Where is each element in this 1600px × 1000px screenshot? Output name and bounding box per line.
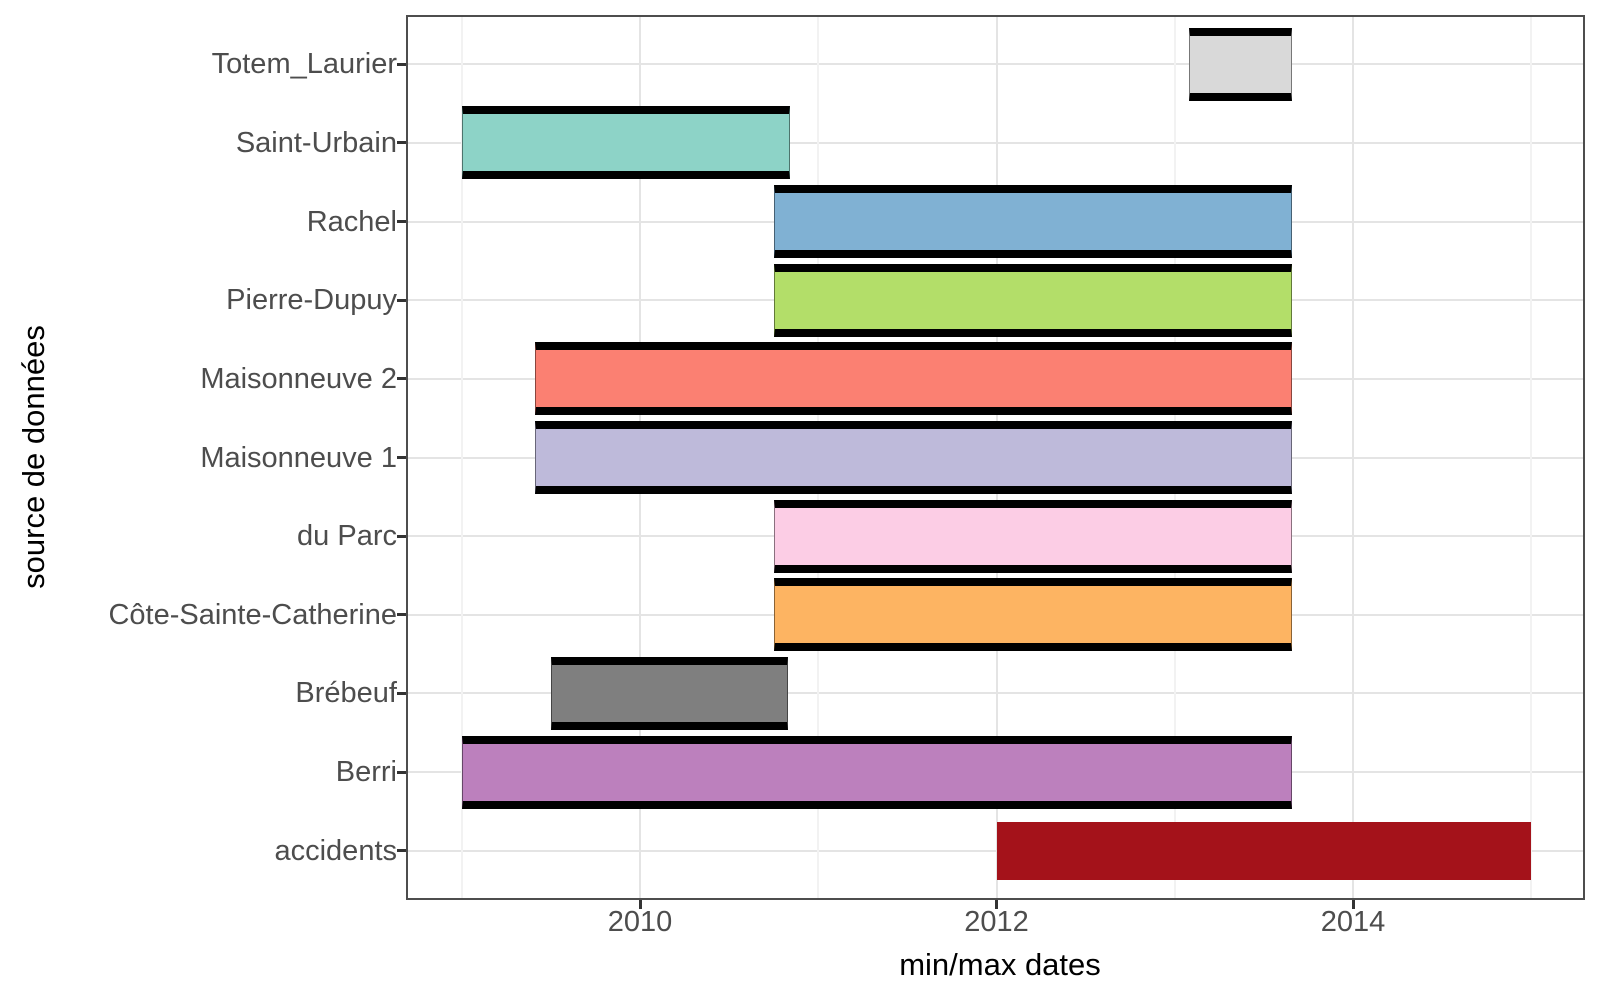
y-axis-title: source de données <box>16 325 51 589</box>
y-tick-label-berri: Berri <box>335 756 397 789</box>
gridline-vertical-minor <box>460 17 463 898</box>
y-tick-label-totem-laurier: Totem_Laurier <box>211 48 397 81</box>
y-tick-label-saint-urbain: Saint-Urbain <box>235 126 397 159</box>
x-tick-label-2014: 2014 <box>1320 906 1386 938</box>
range-bar-rachel <box>773 185 1293 259</box>
y-tick-label-c-te-sainte-catherine: Côte-Sainte-Catherine <box>108 598 397 631</box>
y-tick-mark <box>397 534 406 538</box>
y-tick-label-pierre-dupuy: Pierre-Dupuy <box>226 284 397 317</box>
x-tick-mark <box>638 900 642 909</box>
y-tick-mark <box>397 377 406 381</box>
y-tick-mark <box>397 141 406 145</box>
gridline-vertical-major <box>1352 17 1354 898</box>
gridline-vertical-minor <box>1530 17 1533 898</box>
x-tick-label-2010: 2010 <box>607 906 673 938</box>
y-tick-label-accidents: accidents <box>274 834 397 867</box>
range-bar-c-te-sainte-catherine <box>773 578 1293 652</box>
y-tick-mark <box>397 849 406 853</box>
x-axis-title: min/max dates <box>899 947 1101 982</box>
y-tick-mark <box>397 691 406 695</box>
range-bar-pierre-dupuy <box>773 263 1293 337</box>
plot-area <box>406 15 1585 900</box>
x-tick-label-2012: 2012 <box>964 906 1029 938</box>
y-tick-label-br-beuf: Brébeuf <box>295 677 397 710</box>
y-tick-mark <box>397 298 406 302</box>
range-bar-berri <box>461 735 1293 809</box>
range-bar-maisonneuve-1 <box>534 421 1293 494</box>
range-bar-maisonneuve-2 <box>534 342 1293 416</box>
range-bar-br-beuf <box>550 656 788 730</box>
y-tick-mark <box>397 220 406 224</box>
range-bar-saint-urbain <box>461 106 790 180</box>
y-tick-mark <box>397 456 406 459</box>
y-tick-label-rachel: Rachel <box>306 205 397 238</box>
y-tick-label-maisonneuve-1: Maisonneuve 1 <box>200 441 397 474</box>
x-tick-mark <box>1351 900 1355 909</box>
range-bar-accidents <box>996 821 1532 880</box>
y-tick-mark <box>397 613 406 617</box>
y-tick-mark <box>397 62 406 66</box>
y-tick-mark <box>397 770 406 774</box>
range-bar-du-parc <box>773 499 1293 573</box>
x-tick-mark <box>995 900 998 909</box>
y-tick-label-maisonneuve-2: Maisonneuve 2 <box>200 362 397 395</box>
range-bar-totem-laurier <box>1189 27 1293 101</box>
y-tick-label-du-parc: du Parc <box>297 520 397 553</box>
